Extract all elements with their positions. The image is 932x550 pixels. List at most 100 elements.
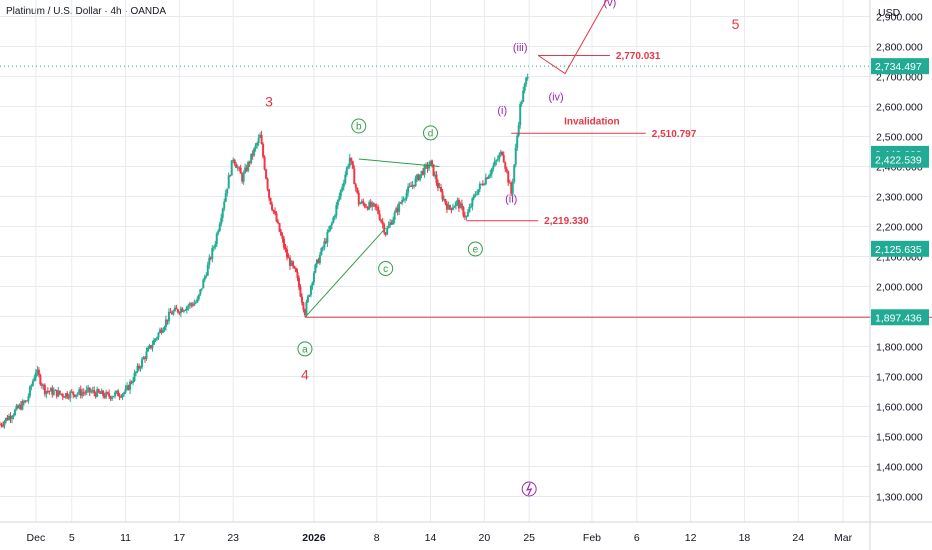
invalidation-label: Invalidation [564,117,620,128]
candle-body [347,165,350,168]
candle-body [4,417,7,422]
candle-body [93,390,96,394]
candle-body [408,185,411,187]
candle-body [179,308,182,314]
candle-body [46,390,49,392]
candle-body [405,192,408,199]
candle-body [36,369,39,373]
candle-body [211,248,214,259]
candle-body [72,391,75,395]
candle-body [483,184,486,186]
x-tick-label: 8 [374,532,380,544]
candle-body [181,308,184,312]
candle-body [251,153,254,156]
candle-body [463,215,466,217]
y-tick-label: 1,600.000 [876,402,923,414]
candle-body [9,415,12,419]
candle-body [18,404,21,409]
candle-body [366,207,369,210]
candle-body [525,77,528,84]
candle-body [374,204,377,207]
candle-body [283,239,286,248]
candle-body [1,425,4,427]
candle-body [275,213,278,222]
price-tag [871,240,929,257]
candle-body [64,393,67,398]
candle-body [176,309,179,313]
candle-body [172,311,175,315]
candle-body [487,175,490,179]
y-tick-label: 2,300.000 [876,192,923,204]
wave-label-green: b [356,122,362,133]
candle-body [516,135,519,148]
wave-label-green: c [383,264,388,275]
candle-body [33,377,36,381]
candle-body [268,189,271,198]
candle-body [139,367,142,369]
candle-body [401,200,404,203]
candle-body [103,395,106,398]
price-tag [871,151,929,168]
candle-body [196,299,199,303]
candle-body [474,194,477,196]
x-tick-label: 23 [227,532,239,544]
candle-body [158,329,161,333]
candle-body [330,222,333,226]
candle-body [218,223,221,231]
candle-body [182,310,185,312]
candle-body [480,183,483,185]
candle-body [278,223,281,232]
candle-body [16,405,19,409]
candle-body [333,215,336,218]
candle-body [70,391,73,393]
candle-body [154,338,157,341]
candle-body [311,282,314,286]
candle-body [149,345,152,349]
candle-body [49,388,52,392]
candle-body [353,168,356,185]
candle-body [508,182,511,184]
candle-body [130,381,133,383]
candle-body [248,162,251,164]
candle-body [419,174,422,181]
candle-body [28,386,31,397]
price-tag-label: 1,897.436 [875,312,922,324]
wave-label-red: 4 [301,367,309,383]
candle-body [341,186,344,190]
candle-body [444,199,447,204]
x-tick-label: 14 [425,532,437,544]
lightning-icon [526,482,533,496]
y-tick-label: 1,500.000 [876,432,923,444]
candle-body [90,391,93,393]
candle-body [230,160,233,176]
candle-body [450,207,453,210]
candle-body [300,296,303,303]
candle-body [27,396,30,401]
candle-body [257,137,260,143]
candle-body [417,174,420,181]
candle-body [39,374,42,385]
candle-body [117,390,120,397]
candle-body [145,351,148,360]
candle-body [102,390,105,396]
candle-body [339,189,342,196]
candle-body [475,194,478,196]
candle-body [69,391,72,398]
candle-body [378,213,381,220]
x-tick-label: Mar [834,532,853,544]
candle-body [96,389,99,397]
x-tick-label: 2026 [302,532,326,544]
candle-body [499,151,502,155]
candle-body [498,154,501,160]
candle-body [45,390,48,395]
candle-body [422,170,425,175]
candle-body [221,208,224,218]
candle-body [520,101,523,104]
candle-body [167,311,170,322]
wave-label-purple: (i) [497,105,507,117]
candle-body [324,241,327,243]
candle-body [194,302,197,304]
candle-body [381,221,384,225]
candle-body [99,392,102,394]
